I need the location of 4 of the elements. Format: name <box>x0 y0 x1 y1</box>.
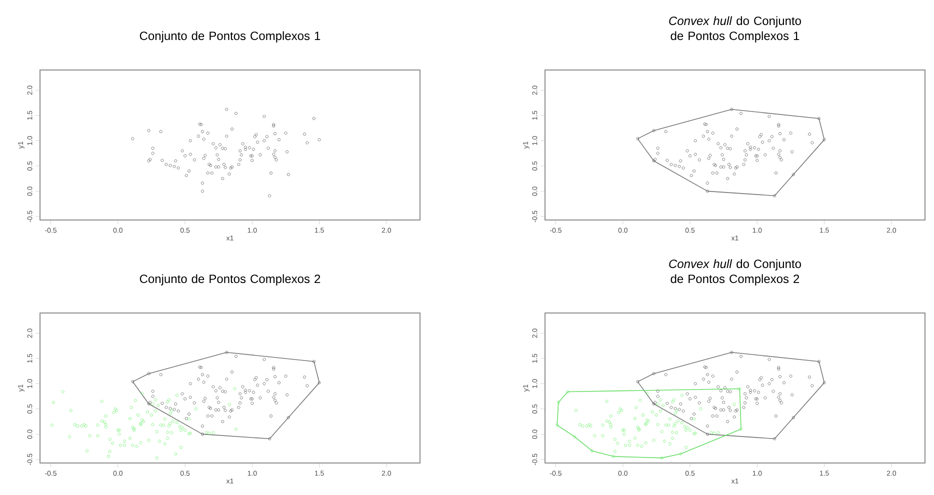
chart-title: Convex hull do Conjunto de Pontos Complexos 2 <box>669 259 801 286</box>
chart-title: Conjunto de Pontos Complexos 2 <box>140 274 320 286</box>
chart-title: Conjunto de Pontos Complexos 1 <box>140 31 320 42</box>
chart-title: Convex hull do Conjunto de Pontos Complexos 1 <box>669 16 801 42</box>
